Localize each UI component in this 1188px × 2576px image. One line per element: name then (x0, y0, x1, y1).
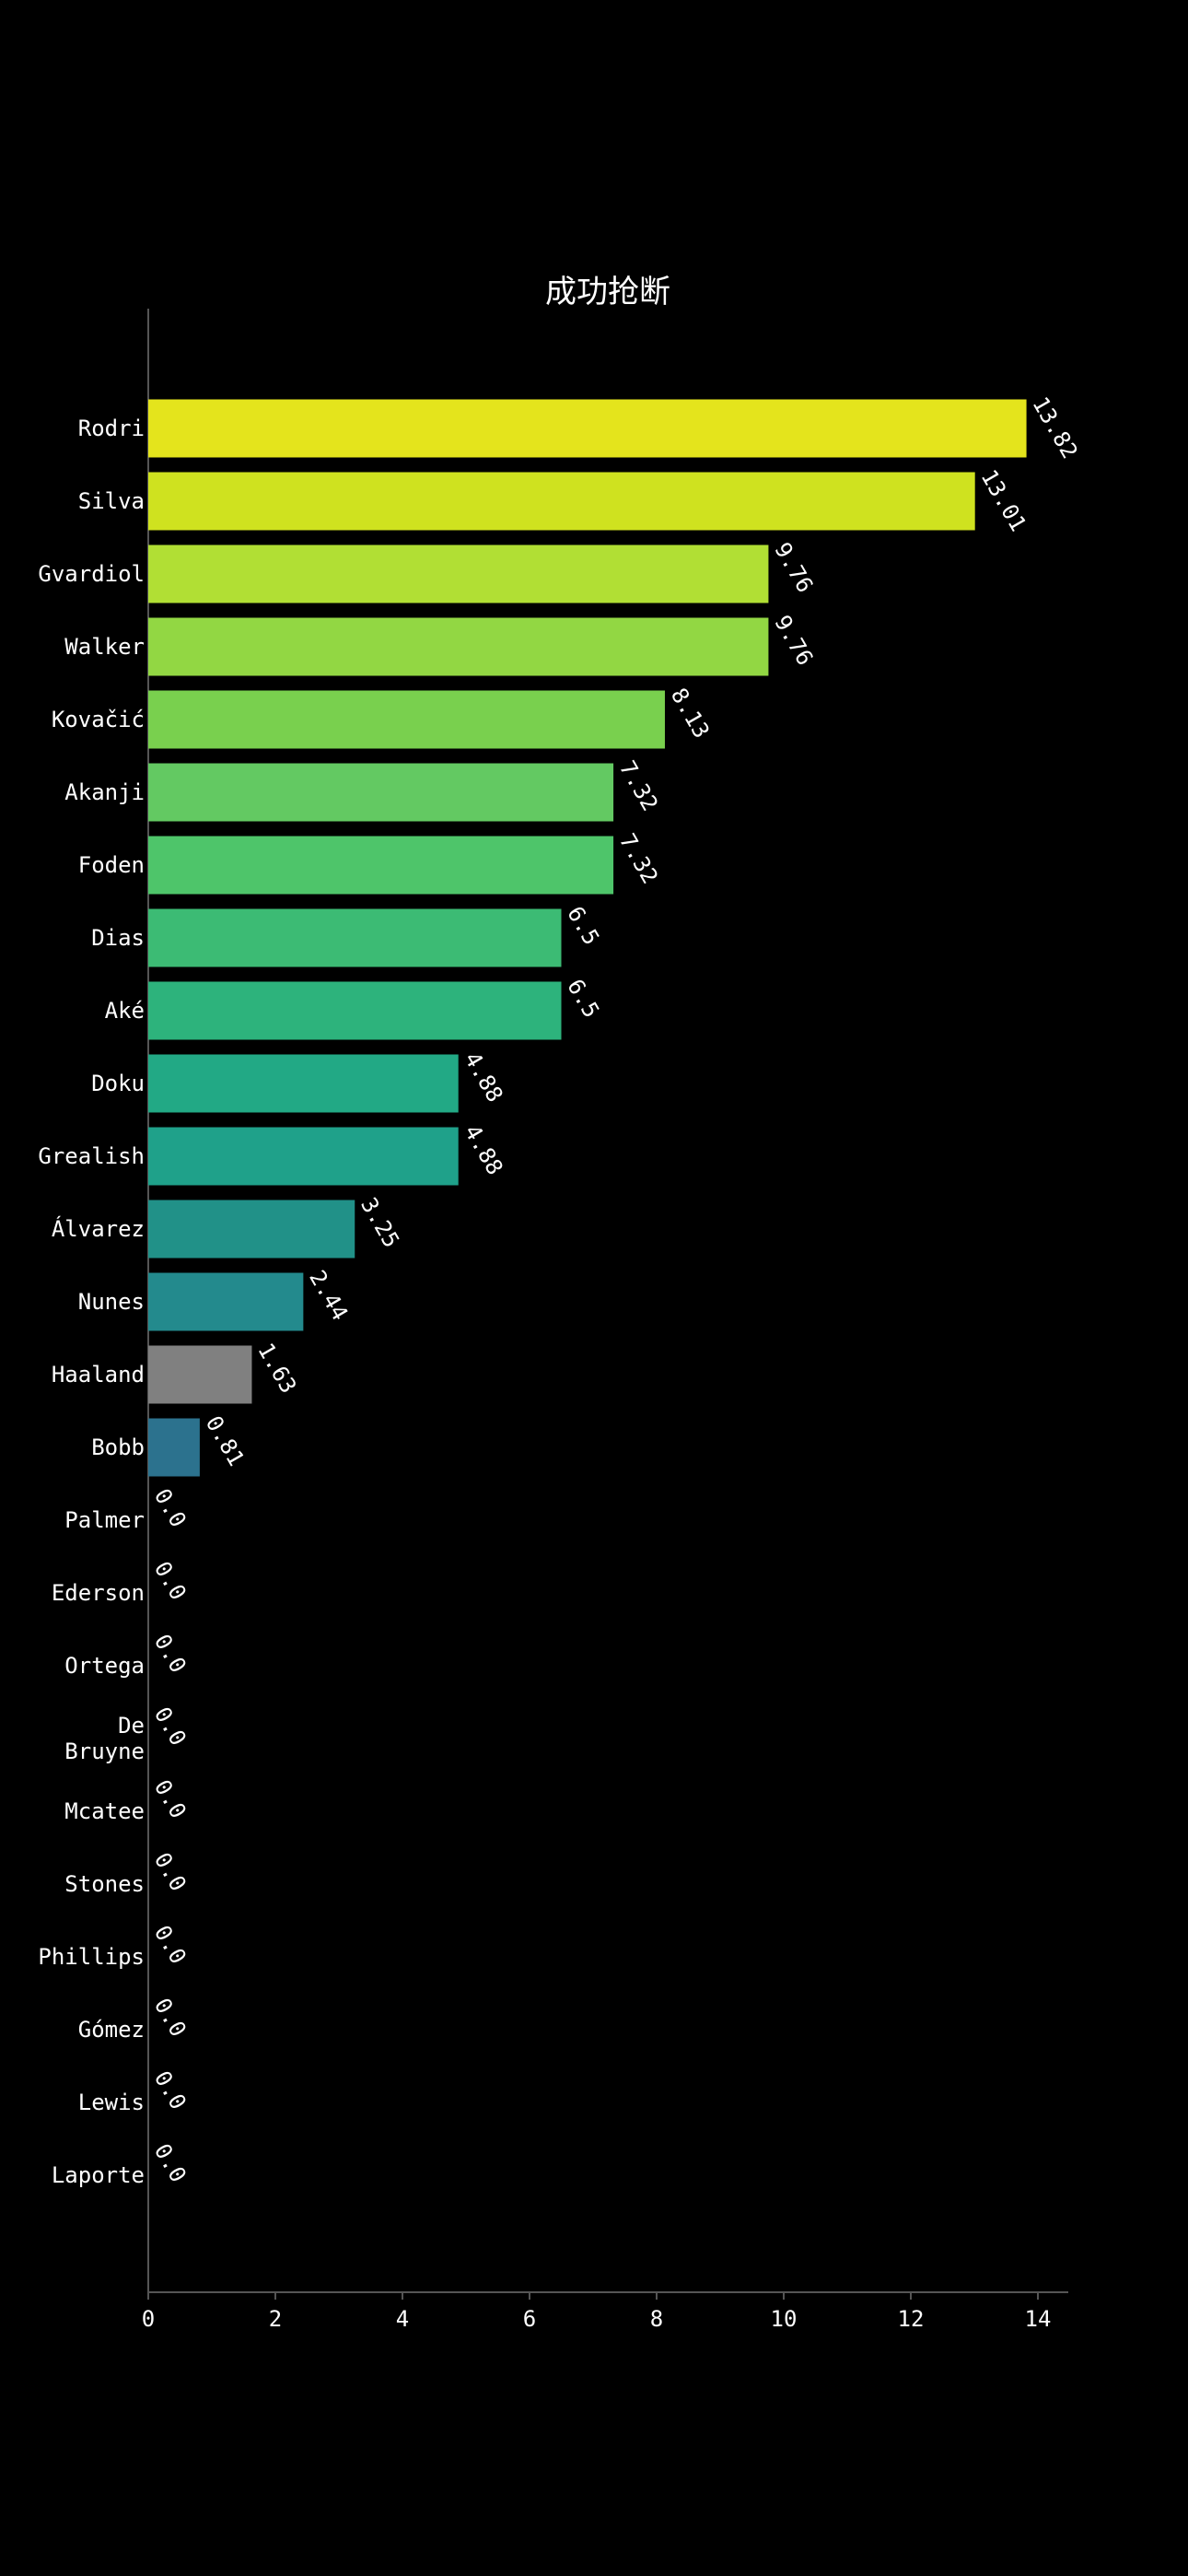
category-label: Foden (78, 852, 145, 878)
value-label: 0.0 (149, 1994, 192, 2042)
x-tick-label: 0 (142, 2306, 155, 2332)
bar (148, 1345, 252, 1404)
bar (148, 1127, 459, 1186)
category-label: Dias (91, 925, 145, 951)
value-label: 13.82 (1027, 392, 1082, 463)
x-axis-ticks: 0 2 4 6 8 10 12 14 (142, 2292, 1052, 2332)
value-label: 0.0 (149, 2067, 192, 2114)
value-label: 2.44 (304, 1266, 353, 1325)
category-label: Kovačić (52, 707, 145, 732)
category-label: Aké (105, 998, 145, 1024)
category-label: Gómez (78, 2017, 145, 2043)
category-label: Akanji (64, 779, 145, 805)
category-label: Grealish (38, 1143, 145, 1169)
bar (148, 981, 562, 1040)
category-labels: Rodri Silva Gvardiol Walker Kovačić Akanji Fod… (38, 416, 145, 2188)
category-label: Gvardiol (38, 561, 145, 587)
bar (148, 1054, 459, 1113)
chart-title: 成功抢断 (545, 274, 670, 310)
category-label: De Bruyne (64, 1713, 145, 1764)
x-tick-label: 2 (269, 2306, 282, 2332)
bar (148, 690, 665, 749)
value-label: 0.81 (201, 1411, 250, 1470)
x-tick-label: 8 (650, 2306, 663, 2332)
category-label: Lewis (78, 2090, 145, 2115)
bar (148, 472, 975, 531)
category-label: Palmer (64, 1507, 145, 1533)
value-label: 0.0 (149, 1557, 192, 1605)
value-label: 0.0 (149, 1630, 192, 1678)
value-label: 6.5 (562, 902, 604, 950)
value-label: 13.01 (975, 465, 1031, 536)
category-label: Stones (64, 1871, 145, 1897)
bar (148, 617, 769, 676)
category-label: Phillips (38, 1944, 145, 1970)
value-label: 9.76 (769, 611, 818, 670)
category-label: Haaland (52, 1362, 145, 1388)
bars (148, 399, 1027, 1477)
bar (148, 1200, 355, 1259)
bar (148, 1418, 200, 1477)
value-label: 6.5 (562, 975, 604, 1023)
bar (148, 1272, 304, 1331)
bar (148, 544, 769, 603)
value-label: 4.88 (460, 1120, 508, 1179)
category-label: Bobb (91, 1434, 145, 1460)
value-label: 0.0 (149, 1484, 192, 1532)
value-label: 0.0 (149, 1848, 192, 1896)
x-tick-label: 12 (898, 2306, 925, 2332)
category-label: Nunes (78, 1289, 145, 1315)
value-label: 7.32 (614, 829, 663, 888)
x-tick-label: 6 (523, 2306, 536, 2332)
category-label: Álvarez (52, 1215, 145, 1242)
x-tick-label: 14 (1025, 2306, 1052, 2332)
value-label: 7.32 (614, 756, 663, 815)
category-label: Walker (64, 634, 145, 660)
value-label: 3.25 (355, 1193, 404, 1252)
category-label: Doku (91, 1071, 145, 1096)
value-label: 0.0 (149, 2139, 192, 2187)
category-label: Ederson (52, 1580, 145, 1606)
value-label: 1.63 (252, 1339, 301, 1398)
bar (148, 836, 614, 895)
value-label: 0.0 (149, 1921, 192, 1969)
x-tick-label: 4 (396, 2306, 409, 2332)
bar (148, 399, 1027, 458)
category-label: Ortega (64, 1653, 145, 1679)
category-label: Rodri (78, 416, 145, 441)
value-label: 8.13 (666, 684, 715, 743)
bar (148, 763, 614, 822)
value-label: 0.0 (149, 1775, 192, 1823)
value-label: 4.88 (460, 1048, 508, 1107)
value-label: 9.76 (769, 538, 818, 597)
value-label: 0.0 (149, 1703, 192, 1751)
bar (148, 908, 562, 967)
category-label: Laporte (52, 2162, 145, 2188)
category-label: Mcatee (64, 1798, 145, 1824)
x-tick-label: 10 (771, 2306, 798, 2332)
category-label: Silva (78, 488, 145, 514)
